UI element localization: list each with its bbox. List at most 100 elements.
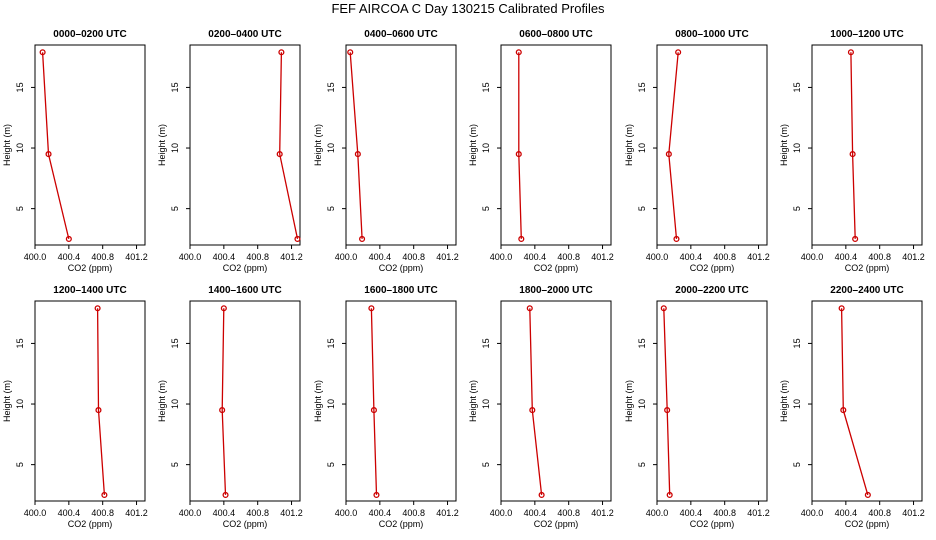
- x-tick-label: 400.0: [490, 252, 513, 262]
- x-tick-label: 400.8: [713, 508, 736, 518]
- data-point: [515, 49, 522, 56]
- x-tick-label: 400.0: [490, 508, 513, 518]
- data-point: [538, 491, 545, 498]
- y-tick-label: 15: [481, 338, 491, 348]
- data-point: [222, 491, 229, 498]
- x-tick-label: 400.4: [835, 508, 858, 518]
- x-tick-label: 400.0: [24, 252, 47, 262]
- profile-line: [668, 52, 679, 239]
- plot-frame: [500, 44, 612, 246]
- y-tick-label: 10: [481, 143, 491, 153]
- x-tick-label: 400.4: [369, 252, 392, 262]
- y-axis-label: Height (m): [2, 380, 12, 422]
- y-tick-label: 5: [792, 462, 802, 467]
- x-tick-label: 400.0: [801, 508, 824, 518]
- data-point: [294, 235, 301, 242]
- panel-title: 1200–1400 UTC: [53, 285, 126, 296]
- panel-title: 2000–2200 UTC: [675, 285, 748, 296]
- x-axis-label: CO2 (ppm): [68, 519, 113, 529]
- x-axis-label: CO2 (ppm): [845, 519, 890, 529]
- plot-frame: [656, 300, 768, 502]
- x-axis-label: CO2 (ppm): [379, 519, 424, 529]
- panel-title: 1800–2000 UTC: [519, 285, 592, 296]
- x-tick-label: 401.2: [747, 252, 770, 262]
- y-axis-label: Height (m): [624, 380, 634, 422]
- x-tick-label: 401.2: [125, 252, 148, 262]
- plot-frame: [34, 300, 146, 502]
- plot-frame: [345, 44, 457, 246]
- x-tick-label: 400.4: [369, 508, 392, 518]
- y-axis-label: Height (m): [468, 380, 478, 422]
- y-tick-label: 15: [15, 82, 25, 92]
- data-point: [373, 491, 380, 498]
- profile-line: [663, 308, 671, 495]
- panel-title: 1400–1600 UTC: [208, 285, 281, 296]
- x-tick-label: 400.8: [868, 252, 891, 262]
- y-tick-label: 5: [170, 462, 180, 467]
- y-axis-label: Height (m): [624, 124, 634, 166]
- y-tick-label: 15: [637, 82, 647, 92]
- y-tick-label: 5: [326, 206, 336, 211]
- profile-line: [221, 308, 227, 495]
- profile-line: [41, 52, 70, 240]
- x-tick-label: 401.2: [280, 252, 303, 262]
- y-axis-label: Height (m): [313, 380, 323, 422]
- data-point: [359, 235, 366, 242]
- data-point: [347, 49, 354, 56]
- data-point: [526, 305, 533, 312]
- x-tick-label: 400.0: [335, 252, 358, 262]
- profile-line: [370, 308, 378, 495]
- x-tick-label: 401.2: [280, 508, 303, 518]
- x-tick-label: 400.8: [557, 252, 580, 262]
- data-point: [675, 49, 682, 56]
- x-tick-label: 400.4: [58, 508, 81, 518]
- y-tick-label: 10: [481, 399, 491, 409]
- data-point: [65, 235, 72, 242]
- x-tick-label: 400.0: [24, 508, 47, 518]
- x-tick-label: 401.2: [436, 508, 459, 518]
- x-axis-label: CO2 (ppm): [379, 263, 424, 273]
- x-axis-label: CO2 (ppm): [223, 519, 268, 529]
- main-title: FEF AIRCOA C Day 130215 Calibrated Profi…: [331, 1, 605, 16]
- profile-line: [279, 52, 299, 240]
- y-tick-label: 10: [792, 143, 802, 153]
- x-tick-label: 401.2: [125, 508, 148, 518]
- x-tick-label: 400.8: [402, 252, 425, 262]
- y-axis-label: Height (m): [468, 124, 478, 166]
- panel-title: 2200–2400 UTC: [830, 285, 903, 296]
- y-tick-label: 5: [15, 462, 25, 467]
- y-tick-label: 5: [637, 462, 647, 467]
- panel-title: 1600–1800 UTC: [364, 285, 437, 296]
- x-tick-label: 400.4: [835, 252, 858, 262]
- y-tick-label: 15: [170, 82, 180, 92]
- plot-frame: [34, 44, 146, 246]
- y-tick-label: 15: [637, 338, 647, 348]
- y-axis-label: Height (m): [779, 124, 789, 166]
- x-axis-label: CO2 (ppm): [845, 263, 890, 273]
- profile-line: [518, 52, 522, 239]
- x-tick-label: 400.4: [524, 252, 547, 262]
- y-tick-label: 10: [170, 399, 180, 409]
- data-point: [94, 305, 101, 312]
- data-point: [864, 491, 871, 498]
- plot-frame: [656, 44, 768, 246]
- y-tick-label: 10: [326, 143, 336, 153]
- x-tick-label: 400.4: [213, 508, 236, 518]
- plot-frame: [345, 300, 457, 502]
- x-tick-label: 400.0: [335, 508, 358, 518]
- y-tick-label: 10: [326, 399, 336, 409]
- data-point: [354, 151, 361, 158]
- x-tick-label: 400.8: [91, 508, 114, 518]
- x-tick-label: 401.2: [436, 252, 459, 262]
- y-tick-label: 10: [15, 143, 25, 153]
- profile-line: [529, 308, 543, 495]
- data-point: [518, 235, 525, 242]
- data-point: [847, 49, 854, 56]
- data-point: [276, 151, 283, 158]
- y-tick-label: 15: [792, 338, 802, 348]
- x-tick-label: 400.4: [524, 508, 547, 518]
- data-point: [101, 491, 108, 498]
- data-point: [849, 151, 856, 158]
- y-tick-label: 10: [170, 143, 180, 153]
